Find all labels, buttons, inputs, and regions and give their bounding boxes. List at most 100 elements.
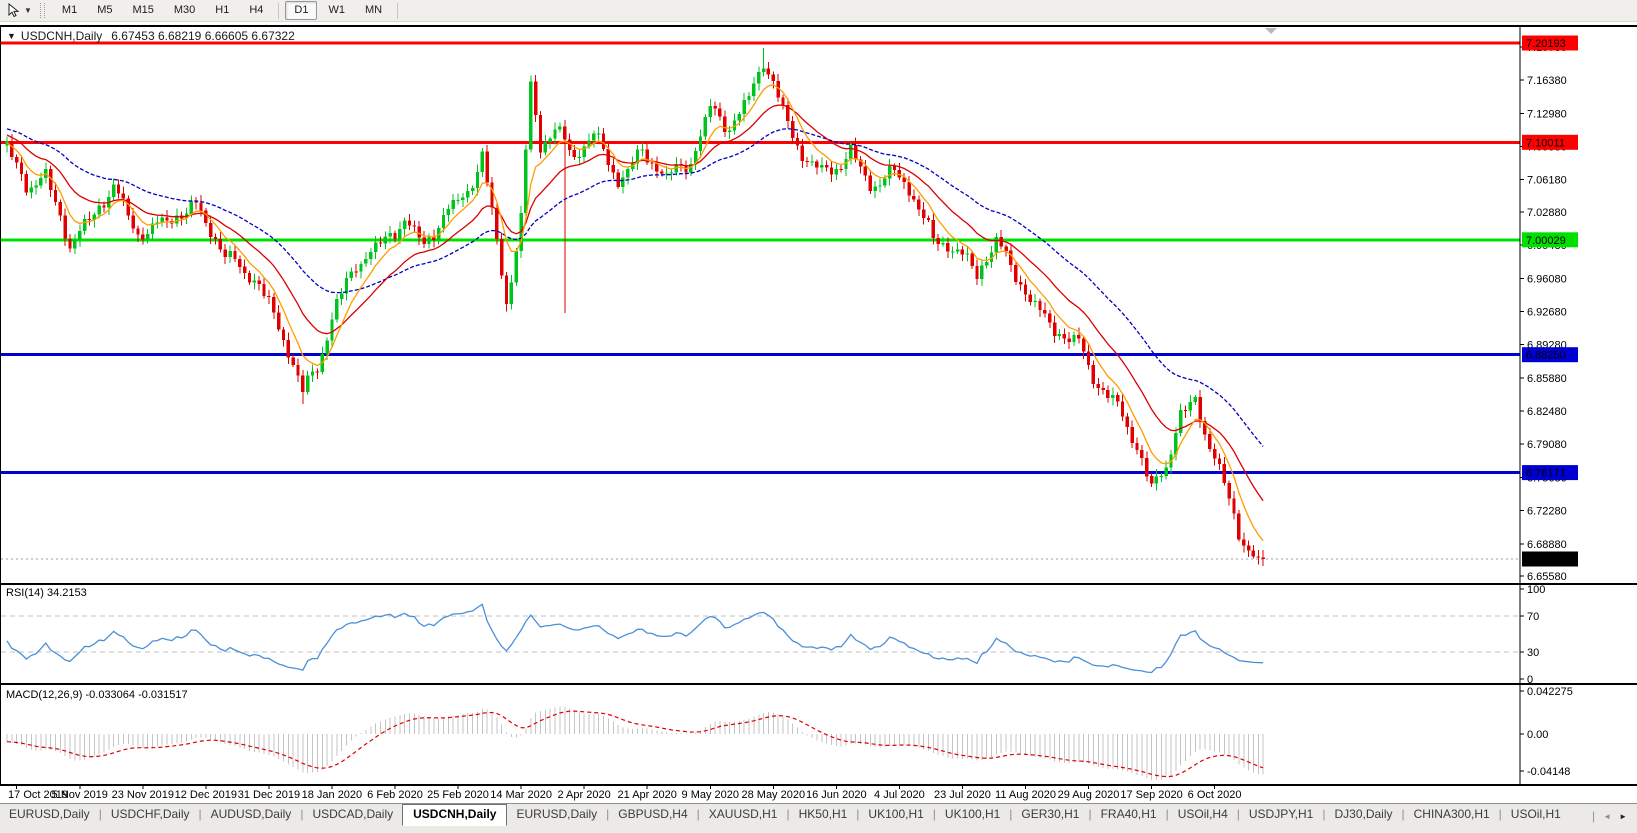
svg-text:7.10011: 7.10011 [1526,137,1565,149]
svg-text:6 Oct 2020: 6 Oct 2020 [1188,789,1242,801]
svg-text:4 Jul 2020: 4 Jul 2020 [874,789,925,801]
chart-ohlc-values: 6.67453 6.68219 6.66605 6.67322 [111,29,295,43]
timeframe-m1-button[interactable]: M1 [61,4,78,16]
svg-text:70: 70 [1527,611,1539,623]
svg-text:7.06180: 7.06180 [1527,175,1567,187]
chart-tab-bar: EURUSD,Daily | USDCHF,Daily | AUDUSD,Daily | U… [0,803,1637,833]
svg-text:0.00: 0.00 [1527,729,1548,741]
svg-text:7.00029: 7.00029 [1526,235,1566,247]
svg-text:16 Jun 2020: 16 Jun 2020 [806,789,867,801]
toolbar-grip-handle[interactable] [39,3,45,18]
chart-tab-usdchf-daily[interactable]: USDCHF,Daily [110,807,190,821]
svg-text:6.76171: 6.76171 [1526,468,1566,480]
timeframe-m30-button[interactable]: M30 [173,4,196,16]
tab-separator: | [1322,807,1326,821]
chart-tab-usdjpy-h1[interactable]: USDJPY,H1 [1248,807,1314,821]
chart-tab-eurusd-daily[interactable]: EURUSD,Daily [516,807,598,821]
svg-text:5 Nov 2019: 5 Nov 2019 [52,789,108,801]
chart-tab-xauusd-h1[interactable]: XAUUSD,H1 [708,807,778,821]
tab-scroll-right-button[interactable]: ► [1619,811,1627,821]
svg-text:12 Dec 2019: 12 Dec 2019 [175,789,237,801]
svg-text:6.82480: 6.82480 [1527,406,1567,418]
tab-separator: | [1236,807,1240,821]
svg-text:14 Mar 2020: 14 Mar 2020 [490,789,552,801]
svg-text:6 Feb 2020: 6 Feb 2020 [367,789,423,801]
toolbar-separator [397,2,399,19]
svg-text:11 Aug 2020: 11 Aug 2020 [995,789,1056,801]
svg-text:6.65580: 6.65580 [1527,571,1567,583]
timeframe-m15-button[interactable]: M15 [132,4,154,16]
svg-text:30: 30 [1527,647,1539,659]
collapse-triangle-icon[interactable]: ▼ [7,31,16,41]
svg-text:2 Apr 2020: 2 Apr 2020 [557,789,610,801]
svg-text:28 May 2020: 28 May 2020 [741,789,805,801]
chart-tab-ger30-h1[interactable]: GER30,H1 [1021,807,1080,821]
price-chart-canvas[interactable]: 7.197807.163807.129807.095807.061807.028… [0,22,1637,803]
tab-separator: | [1592,809,1596,823]
svg-text:17 Oct 2019: 17 Oct 2019 [8,789,68,801]
chart-tab-dj30-daily[interactable]: DJ30,Daily [1334,807,1393,821]
svg-text:-0.04148: -0.04148 [1527,766,1570,778]
chart-tab-fra40-h1[interactable]: FRA40,H1 [1100,807,1157,821]
chart-tab-audusd-daily[interactable]: AUDUSD,Daily [210,807,292,821]
svg-text:18 Jan 2020: 18 Jan 2020 [302,789,363,801]
svg-text:6.67322: 6.67322 [1526,554,1566,566]
svg-text:6.92680: 6.92680 [1527,307,1567,319]
chart-title: ▼ USDCNH,Daily 6.67453 6.68219 6.66605 6.6… [7,29,295,43]
chart-tab-usoil-h4[interactable]: USOil,H4 [1177,807,1228,821]
chart-tab-usdcnh-daily[interactable]: USDCNH,Daily [402,804,508,826]
chart-tab-hk50-h1[interactable]: HK50,H1 [798,807,848,821]
chart-tab-usoil-h1[interactable]: USOil,H1 [1510,807,1561,821]
timeframe-h1-button[interactable]: H1 [215,4,230,16]
tab-separator: | [932,807,936,821]
chevron-down-icon: ▼ [24,6,32,15]
rsi-name: RSI(14) [6,587,44,599]
timeframe-w1-button[interactable]: W1 [328,4,345,16]
svg-text:25 Feb 2020: 25 Feb 2020 [427,789,489,801]
svg-text:21 Apr 2020: 21 Apr 2020 [618,789,677,801]
svg-text:7.02880: 7.02880 [1527,207,1567,219]
svg-text:6.72280: 6.72280 [1527,506,1567,518]
macd-name: MACD(12,26,9) [6,689,83,701]
tab-scroll-controls: | ◄ ► [1588,804,1637,823]
svg-text:6.79080: 6.79080 [1527,439,1567,451]
chart-tab-uk100-h1[interactable]: UK100,H1 [868,807,924,821]
chart-tab-uk100-h1[interactable]: UK100,H1 [944,807,1001,821]
svg-text:6.68880: 6.68880 [1527,539,1567,551]
tab-separator: | [1401,807,1405,821]
chart-cursor-icon [8,3,20,18]
toolbar: ▼ M1 M5 M15 M30 H1 H4 D1 W1 MN [0,0,1637,22]
svg-text:6.88250: 6.88250 [1526,350,1566,362]
candlestick-plot: 7.197807.163807.129807.095807.061807.028… [0,25,1637,801]
svg-text:7.16380: 7.16380 [1527,75,1567,87]
timeframe-mn-button[interactable]: MN [364,4,383,16]
chart-tab-usdcad-daily[interactable]: USDCAD,Daily [312,807,394,821]
svg-text:6.96080: 6.96080 [1527,273,1567,285]
svg-text:0: 0 [1527,674,1533,686]
cursor-tool-button[interactable]: ▼ [0,1,36,21]
timeframe-m5-button[interactable]: M5 [97,4,113,16]
tab-scroll-left-button[interactable]: ◄ [1603,811,1612,821]
tab-separator: | [1165,807,1169,821]
tab-separator: | [856,807,860,821]
svg-text:100: 100 [1527,584,1545,596]
timeframe-d1-button[interactable]: D1 [285,1,318,20]
svg-text:31 Dec 2019: 31 Dec 2019 [238,789,300,801]
tab-separator: | [300,807,304,821]
tab-separator: | [1009,807,1013,821]
timeframe-h4-button[interactable]: H4 [249,4,264,16]
toolbar-separator [278,2,280,19]
chart-tab-gbpusd-h4[interactable]: GBPUSD,H4 [618,807,688,821]
svg-text:17 Sep 2020: 17 Sep 2020 [1120,789,1182,801]
chart-symbol-period: USDCNH,Daily [20,29,103,43]
svg-text:0.042275: 0.042275 [1527,686,1573,698]
tab-separator: | [198,807,202,821]
chart-tab-eurusd-daily[interactable]: EURUSD,Daily [9,807,90,821]
chart-window: 7.197807.163807.129807.095807.061807.028… [0,22,1637,803]
timeframe-button-group: M1 M5 M15 M30 H1 H4 D1 W1 MN [52,0,403,22]
rsi-value: 34.2153 [46,587,87,599]
chart-tab-china300-h1[interactable]: CHINA300,H1 [1413,807,1490,821]
tab-separator: | [786,807,790,821]
svg-text:29 Aug 2020: 29 Aug 2020 [1058,789,1120,801]
